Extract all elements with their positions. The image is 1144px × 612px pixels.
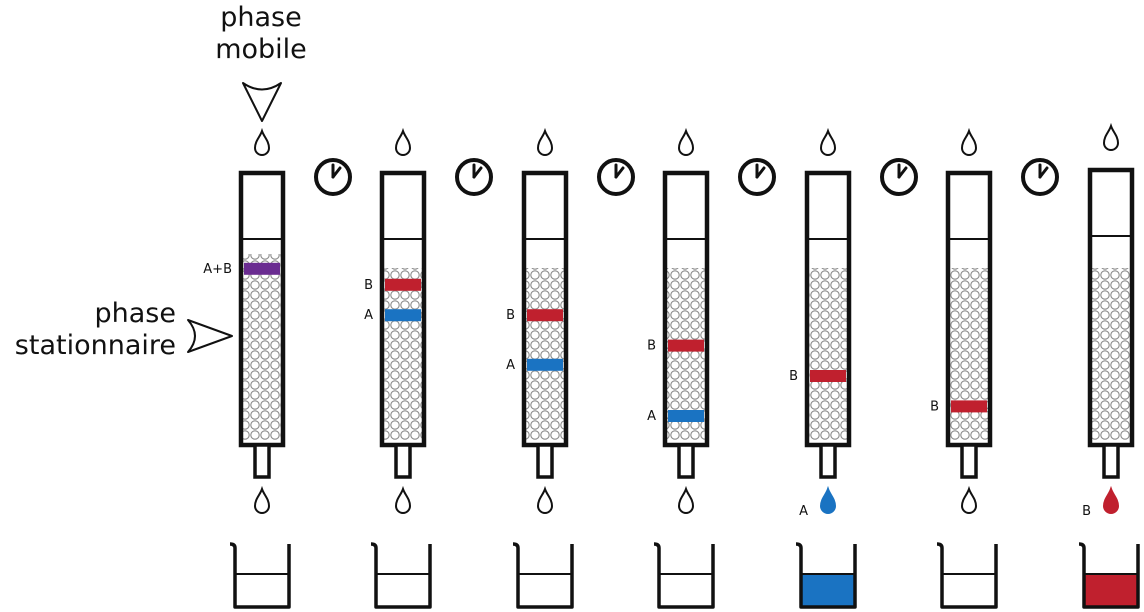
beaker-icon bbox=[370, 542, 432, 609]
band-A+B bbox=[244, 262, 280, 275]
column-outlet bbox=[536, 443, 554, 479]
band-label-A: A bbox=[647, 409, 656, 424]
stationary-phase-bed bbox=[950, 268, 988, 440]
stationary-phase-bed bbox=[526, 268, 564, 440]
stationary-phase-bed bbox=[809, 268, 847, 440]
drop-icon bbox=[1102, 485, 1120, 514]
band-B bbox=[527, 309, 563, 322]
stationary-phase-bed bbox=[384, 268, 422, 440]
drop-icon bbox=[819, 127, 837, 156]
drop-icon bbox=[960, 127, 978, 156]
drop-icon bbox=[819, 485, 837, 514]
band-B bbox=[385, 278, 421, 291]
clock-icon bbox=[314, 158, 352, 196]
column-step-6: B bbox=[930, 170, 993, 479]
mobile-phase-label-line1: phase bbox=[220, 2, 302, 33]
clock-icon bbox=[1021, 158, 1059, 196]
drop-icon bbox=[677, 485, 695, 514]
band-label-B: B bbox=[647, 339, 656, 354]
band-label-B: B bbox=[789, 369, 798, 384]
band-label-A+B: A+B bbox=[203, 262, 232, 277]
drop-icon bbox=[677, 127, 695, 156]
column-outlet bbox=[819, 443, 837, 479]
drop-icon bbox=[253, 485, 271, 514]
column-step-1: A+B bbox=[203, 170, 286, 479]
beaker-liquid bbox=[1084, 574, 1138, 607]
band-A bbox=[668, 410, 704, 422]
column-outlet bbox=[960, 443, 978, 479]
band-label-A: A bbox=[364, 308, 373, 323]
beaker-icon bbox=[229, 542, 291, 609]
beaker-icon bbox=[795, 542, 857, 609]
stationary-phase-label-line1: phase bbox=[94, 298, 176, 329]
eluate-label-A: A bbox=[799, 504, 808, 519]
clock-icon bbox=[455, 158, 493, 196]
drop-icon bbox=[536, 127, 554, 156]
drop-icon bbox=[253, 127, 271, 156]
beaker-icon bbox=[653, 542, 715, 609]
arrow-icon bbox=[187, 319, 233, 353]
stationary-phase-bed bbox=[243, 254, 281, 440]
stationary-phase-label: phase stationnaire bbox=[0, 298, 176, 362]
clock-icon bbox=[880, 158, 918, 196]
beaker-icon bbox=[512, 542, 574, 609]
band-B bbox=[810, 370, 846, 382]
drop-icon bbox=[394, 127, 412, 156]
band-A bbox=[527, 358, 563, 371]
band-B bbox=[668, 339, 704, 352]
mobile-phase-label: phase mobile bbox=[196, 2, 326, 66]
band-label-A: A bbox=[506, 358, 515, 373]
band-label-B: B bbox=[364, 278, 373, 293]
column-outlet bbox=[1102, 443, 1120, 479]
column-outlet bbox=[253, 443, 271, 479]
band-label-B: B bbox=[930, 399, 939, 414]
clock-icon bbox=[738, 158, 776, 196]
beaker-liquid bbox=[801, 574, 855, 607]
column-step-4: BA bbox=[647, 170, 710, 479]
column-step-7 bbox=[1087, 167, 1135, 479]
beaker-icon bbox=[1078, 542, 1140, 609]
drop-icon bbox=[394, 485, 412, 514]
column-step-2: BA bbox=[364, 170, 427, 479]
band-label-B: B bbox=[506, 308, 515, 323]
drop-icon bbox=[536, 485, 554, 514]
mobile-phase-label-line2: mobile bbox=[215, 34, 307, 65]
eluate-label-B: B bbox=[1082, 504, 1091, 519]
arrow-icon bbox=[242, 82, 282, 122]
beaker-icon bbox=[936, 542, 998, 609]
stationary-phase-bed bbox=[1092, 268, 1130, 440]
stationary-phase-label-line2: stationnaire bbox=[14, 330, 176, 361]
column-outlet bbox=[394, 443, 412, 479]
band-B bbox=[951, 400, 987, 413]
clock-icon bbox=[597, 158, 635, 196]
column-outlet bbox=[677, 443, 695, 479]
column-step-3: BA bbox=[506, 170, 569, 479]
drop-icon bbox=[1102, 122, 1120, 151]
column-step-5: B bbox=[789, 170, 852, 479]
drop-icon bbox=[960, 485, 978, 514]
band-A bbox=[385, 309, 421, 322]
